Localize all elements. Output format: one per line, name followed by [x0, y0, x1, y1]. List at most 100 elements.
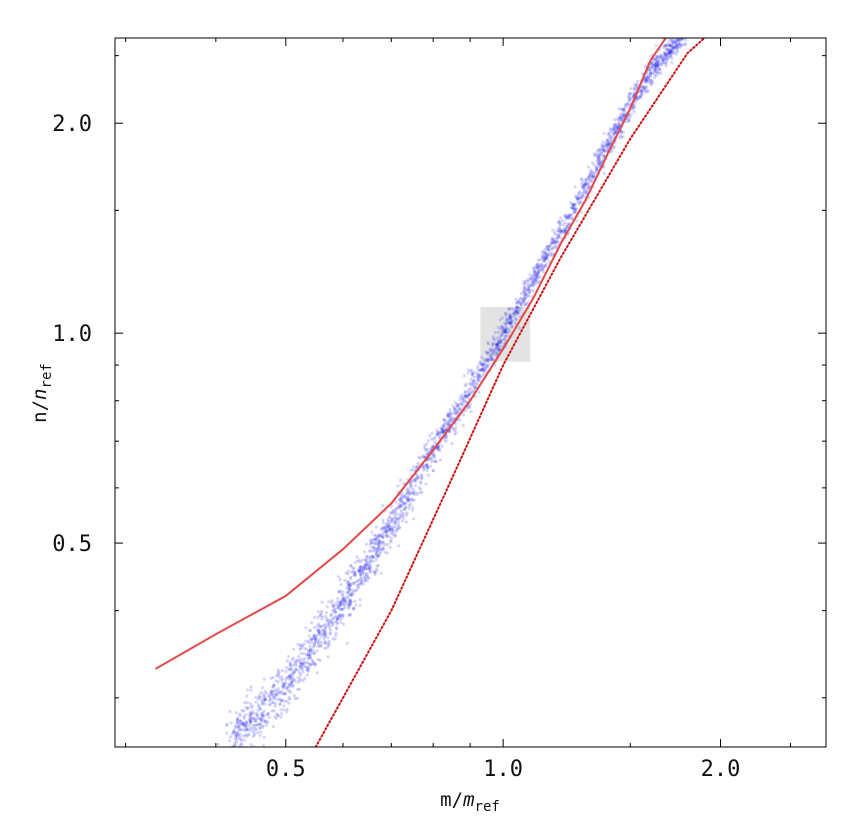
scatter-point — [679, 43, 684, 47]
scatter-point — [346, 613, 351, 618]
scatter-point — [648, 71, 653, 76]
scatter-point — [274, 693, 278, 697]
scatter-point — [345, 586, 349, 590]
scatter-point — [592, 154, 597, 158]
scatter-point — [290, 657, 294, 662]
scatter-point — [358, 560, 362, 564]
scatter-point — [262, 735, 266, 739]
scatter-point — [250, 713, 254, 717]
scatter-point — [339, 583, 343, 587]
scatter-point — [386, 524, 390, 529]
scatter-point — [588, 173, 592, 177]
scatter-point — [460, 396, 464, 400]
scatter-point — [347, 587, 351, 592]
scatter-point — [607, 136, 612, 140]
scatter-point — [607, 142, 611, 146]
scatter-point — [270, 690, 274, 694]
scatter-point — [447, 423, 451, 427]
scatter-point — [448, 420, 452, 424]
scatter-point — [378, 552, 382, 556]
scatter-point — [620, 130, 624, 134]
scatter-point — [291, 671, 296, 675]
scatter-point — [583, 181, 587, 185]
scatter-point — [328, 628, 333, 632]
scatter-point — [621, 109, 625, 113]
scatter-point — [532, 272, 536, 276]
scatter-point — [408, 497, 412, 501]
scatter-point — [442, 429, 446, 433]
scatter-point — [354, 603, 358, 607]
scatter-point — [508, 317, 512, 321]
scatter-point — [558, 222, 562, 226]
scatter-point — [419, 477, 424, 481]
scatter-point — [617, 123, 621, 127]
scatter-point — [233, 741, 237, 745]
scatter-point — [649, 81, 653, 86]
scatter-point — [263, 698, 267, 702]
scatter-point — [306, 668, 310, 672]
scatter-point — [604, 142, 608, 146]
scatter-point — [412, 498, 416, 502]
scatter-point — [330, 601, 334, 605]
scatter-point — [268, 691, 272, 696]
scatter-point — [348, 598, 352, 602]
scatter-point — [276, 713, 280, 718]
scatter-point — [262, 700, 266, 704]
scatter-point — [236, 731, 240, 735]
scatter-point — [531, 289, 536, 293]
scatter-point — [318, 624, 322, 628]
scatter-point — [485, 351, 489, 355]
scatter-point — [412, 491, 416, 495]
scatter-point — [389, 526, 393, 530]
scatter-point — [616, 119, 621, 123]
scatter-point — [669, 49, 673, 53]
scatter-point — [271, 693, 275, 697]
scatter-point — [675, 46, 679, 50]
scatter-point — [347, 605, 351, 609]
y-axis-label-main: n/ — [29, 400, 51, 423]
scatter-point — [508, 312, 512, 316]
scatter-point — [440, 426, 444, 430]
scatter-point — [376, 564, 380, 568]
scatter-point — [327, 623, 331, 627]
scatter-point — [282, 684, 286, 688]
scatter-point — [518, 308, 522, 312]
scatter-point — [236, 733, 241, 737]
scatter-point — [494, 353, 498, 357]
scatter-point — [664, 60, 668, 64]
scatter-point — [407, 503, 411, 508]
scatter-point — [451, 426, 455, 430]
scatter-point — [584, 181, 588, 185]
scatter-point — [287, 683, 291, 687]
scatter-point — [649, 63, 654, 67]
scatter-point — [261, 694, 265, 699]
y-axis-label-symbol: n — [29, 388, 51, 399]
scatter-point — [251, 709, 255, 714]
scatter-point — [574, 207, 578, 211]
scatter-point — [579, 178, 583, 182]
scatter-point — [656, 59, 660, 63]
scatter-point — [360, 568, 364, 573]
scatter-point — [463, 394, 467, 398]
scatter-point — [655, 54, 659, 59]
scatter-point — [309, 648, 313, 652]
scatter-point — [306, 669, 310, 673]
scatter-point — [406, 490, 410, 494]
scatter-point — [385, 530, 389, 534]
scatter-point — [393, 520, 397, 524]
scatter-point — [279, 715, 283, 719]
scatter-point — [287, 685, 291, 689]
scatter-point — [505, 328, 509, 332]
scatter-point — [358, 582, 362, 586]
scatter-point — [287, 696, 291, 700]
scatter-point — [259, 713, 264, 718]
scatter-point — [584, 183, 588, 187]
scatter-point — [391, 508, 395, 512]
scatter-point — [657, 59, 661, 63]
scatter-point — [470, 368, 474, 372]
scatter-point — [526, 301, 530, 305]
scatter-point — [525, 302, 529, 306]
scatter-point — [608, 139, 613, 143]
scatter-point — [348, 598, 352, 602]
scatter-point — [641, 85, 645, 89]
